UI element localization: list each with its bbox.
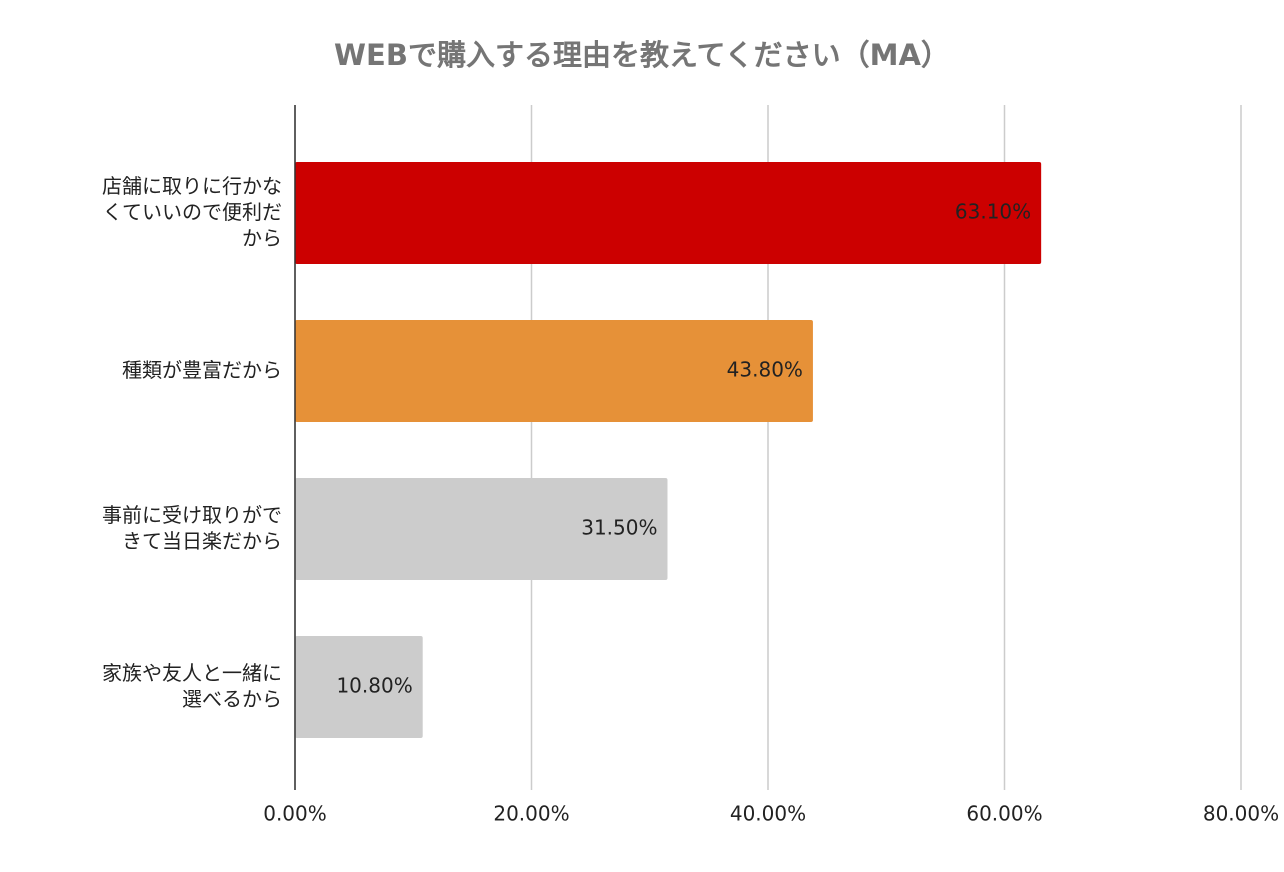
bar [295, 478, 668, 580]
y-tick-label: 事前に受け取りができて当日楽だから [102, 503, 282, 553]
y-tick-label: 家族や友人と一緒に選べるから [102, 661, 282, 711]
value-label: 10.80% [336, 674, 412, 698]
x-tick-label: 60.00% [966, 802, 1042, 826]
bar [295, 162, 1042, 264]
bar [295, 636, 423, 738]
chart-title: WEBで購入する理由を教えてください（MA） [334, 38, 950, 72]
value-label: 31.50% [581, 516, 657, 540]
x-tick-label: 40.00% [730, 802, 806, 826]
x-tick-label: 0.00% [263, 802, 327, 826]
x-tick-label: 80.00% [1203, 802, 1279, 826]
x-tick-label: 20.00% [493, 802, 569, 826]
y-tick-label: 種類が豊富だから [122, 358, 282, 382]
bar [295, 320, 813, 422]
value-label: 63.10% [955, 200, 1031, 224]
y-tick-label: 店舗に取りに行かなくていいので便利だから [102, 174, 282, 250]
value-label: 43.80% [727, 358, 803, 382]
